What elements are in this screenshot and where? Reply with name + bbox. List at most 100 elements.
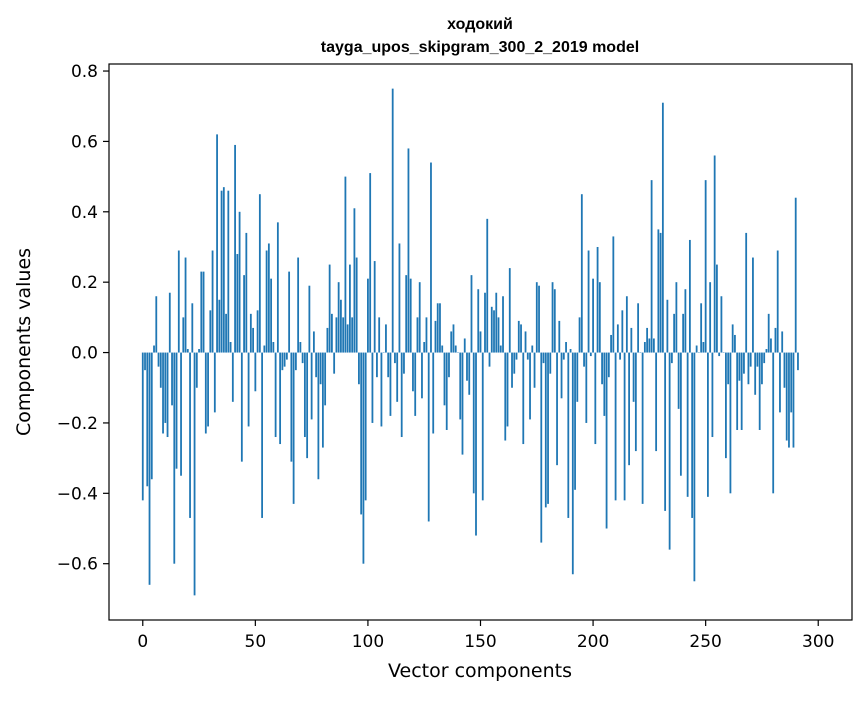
- bar-29: [207, 353, 209, 427]
- bar-177: [540, 353, 542, 543]
- bar-144: [466, 353, 468, 381]
- bar-2: [146, 353, 148, 487]
- bar-233: [666, 300, 668, 353]
- bar-134: [444, 353, 446, 406]
- bar-153: [486, 219, 488, 353]
- bar-238: [678, 353, 680, 409]
- bar-50: [254, 353, 256, 392]
- bar-203: [599, 282, 601, 352]
- bar-185: [558, 321, 560, 353]
- bar-12: [169, 293, 171, 353]
- bar-284: [781, 331, 783, 352]
- bar-61: [279, 353, 281, 444]
- bar-87: [338, 282, 340, 352]
- bar-162: [507, 353, 509, 427]
- bar-236: [673, 314, 675, 353]
- bar-161: [504, 353, 506, 441]
- bar-262: [732, 324, 734, 352]
- bar-265: [739, 353, 741, 381]
- bar-55: [266, 251, 268, 353]
- bar-113: [396, 353, 398, 402]
- bar-23: [194, 353, 196, 596]
- bar-115: [401, 353, 403, 437]
- bar-243: [689, 240, 691, 353]
- bar-173: [531, 346, 533, 353]
- bar-5: [153, 346, 155, 353]
- bar-229: [657, 229, 659, 352]
- bar-51: [257, 310, 259, 352]
- bar-184: [556, 353, 558, 466]
- bar-179: [545, 353, 547, 508]
- bar-111: [392, 89, 394, 353]
- bar-75: [311, 353, 313, 420]
- bar-254: [714, 155, 716, 352]
- bar-96: [358, 353, 360, 385]
- bar-151: [482, 353, 484, 501]
- bar-208: [610, 335, 612, 353]
- bar-59: [275, 353, 277, 437]
- y-tick-label: 0.6: [71, 132, 98, 152]
- bar-174: [534, 353, 536, 388]
- bar-204: [601, 353, 603, 385]
- bar-187: [563, 353, 565, 360]
- x-tick-label: 150: [464, 632, 496, 652]
- bar-106: [381, 353, 383, 427]
- bar-176: [538, 286, 540, 353]
- bar-71: [302, 353, 304, 364]
- bar-24: [196, 353, 198, 388]
- bar-145: [468, 353, 470, 395]
- bar-213: [621, 310, 623, 352]
- bar-143: [464, 338, 466, 352]
- bar-255: [716, 265, 718, 353]
- bar-142: [462, 353, 464, 455]
- bar-276: [763, 353, 765, 364]
- bar-271: [752, 258, 754, 353]
- bar-212: [619, 353, 621, 360]
- bar-197: [585, 353, 587, 423]
- bar-156: [493, 310, 495, 352]
- bar-33: [216, 134, 218, 352]
- y-tick-label: −0.2: [57, 414, 98, 434]
- bar-169: [522, 353, 524, 444]
- bar-132: [439, 303, 441, 352]
- bar-216: [628, 353, 630, 466]
- bar-290: [795, 198, 797, 353]
- bar-138: [453, 324, 455, 352]
- bar-166: [516, 353, 518, 360]
- bar-79: [320, 353, 322, 385]
- bar-41: [234, 145, 236, 353]
- bar-66: [290, 353, 292, 462]
- bar-48: [250, 314, 252, 353]
- bar-45: [243, 275, 245, 352]
- bar-99: [365, 353, 367, 501]
- bar-77: [315, 353, 317, 378]
- bar-31: [212, 251, 214, 353]
- bar-159: [500, 346, 502, 353]
- bar-150: [480, 331, 482, 352]
- bar-250: [705, 180, 707, 352]
- bar-121: [414, 353, 416, 416]
- bar-199: [590, 353, 592, 357]
- bar-39: [230, 342, 232, 353]
- bar-234: [669, 353, 671, 550]
- bar-252: [709, 282, 711, 352]
- bar-86: [336, 317, 338, 352]
- x-tick-label: 250: [689, 632, 721, 652]
- chart-title: ходокий: [447, 16, 513, 33]
- bar-3: [149, 353, 151, 585]
- x-tick-label: 100: [352, 632, 384, 652]
- bar-270: [750, 353, 752, 367]
- bar-288: [790, 353, 792, 413]
- bar-73: [306, 353, 308, 459]
- bar-69: [297, 258, 299, 353]
- y-tick-label: 0.8: [71, 62, 98, 82]
- bar-225: [648, 338, 650, 352]
- bar-8: [160, 353, 162, 388]
- bar-275: [761, 353, 763, 385]
- bar-30: [209, 310, 211, 352]
- bar-224: [646, 328, 648, 353]
- bar-171: [527, 353, 529, 360]
- bar-60: [277, 222, 279, 352]
